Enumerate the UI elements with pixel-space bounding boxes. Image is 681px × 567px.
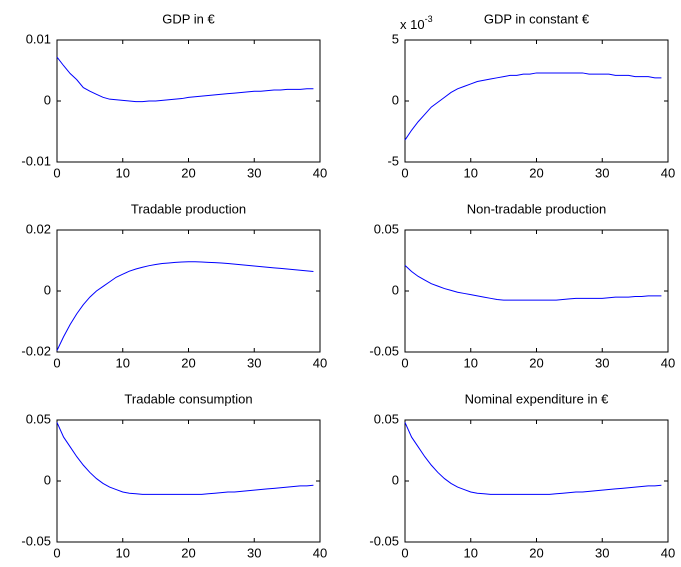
axis-multiplier: x 10-3 xyxy=(400,14,433,32)
chart-title: Tradable production xyxy=(131,201,246,216)
multiplier-base: x 10 xyxy=(400,17,425,32)
y-tick-label: -0.05 xyxy=(21,533,51,548)
y-tick-label: 0 xyxy=(392,282,399,297)
x-tick-label: 40 xyxy=(661,545,675,560)
x-tick-label: 10 xyxy=(464,165,478,180)
line-series xyxy=(404,265,662,301)
x-tick-label: 40 xyxy=(661,165,675,180)
x-tick-label: 0 xyxy=(401,165,408,180)
multiplier-exponent: -3 xyxy=(425,14,433,24)
x-tick-label: 10 xyxy=(464,355,478,370)
x-tick-label: 0 xyxy=(401,355,408,370)
y-tick-label: -0.05 xyxy=(369,343,399,358)
line-series xyxy=(404,422,662,495)
axes-box xyxy=(56,419,321,543)
x-tick-label: 10 xyxy=(464,545,478,560)
x-tick-label: 30 xyxy=(595,165,609,180)
x-tick-label: 40 xyxy=(313,165,327,180)
x-tick-label: 10 xyxy=(116,545,130,560)
x-tick-label: 20 xyxy=(529,165,543,180)
x-tick-label: 0 xyxy=(53,165,60,180)
y-tick-label: 5 xyxy=(392,31,399,46)
chart-title: Nominal expenditure in € xyxy=(465,391,610,406)
x-tick-label: 0 xyxy=(401,545,408,560)
y-tick-label: -0.01 xyxy=(21,153,51,168)
axes-box xyxy=(404,39,669,163)
axes-box xyxy=(56,39,321,163)
line-series xyxy=(56,56,314,103)
axes-box xyxy=(404,419,669,543)
x-tick-label: 20 xyxy=(529,545,543,560)
x-tick-label: 40 xyxy=(313,545,327,560)
x-tick-label: 30 xyxy=(595,355,609,370)
x-tick-label: 0 xyxy=(53,545,60,560)
axes-box xyxy=(404,229,669,353)
y-tick-label: 0 xyxy=(44,282,51,297)
x-tick-label: 20 xyxy=(181,165,195,180)
chart-title: Non-tradable production xyxy=(467,201,606,216)
y-tick-label: 0 xyxy=(44,472,51,487)
y-tick-label: -5 xyxy=(387,153,399,168)
x-tick-label: 20 xyxy=(181,355,195,370)
y-tick-label: 0 xyxy=(44,92,51,107)
x-tick-label: 30 xyxy=(247,545,261,560)
x-tick-label: 40 xyxy=(313,355,327,370)
chart-title: Tradable consumption xyxy=(124,391,252,406)
y-tick-label: 0 xyxy=(392,92,399,107)
line-series xyxy=(56,422,314,495)
y-tick-label: 0.02 xyxy=(26,221,51,236)
x-tick-label: 0 xyxy=(53,355,60,370)
x-tick-label: 10 xyxy=(116,355,130,370)
y-tick-label: 0.05 xyxy=(374,411,399,426)
y-tick-label: 0.01 xyxy=(26,31,51,46)
line-series xyxy=(404,72,662,141)
chart-title: GDP in constant € xyxy=(484,11,590,26)
chart-title: GDP in € xyxy=(162,11,215,26)
x-tick-label: 20 xyxy=(181,545,195,560)
line-series xyxy=(56,261,314,351)
x-tick-label: 40 xyxy=(661,355,675,370)
x-tick-label: 20 xyxy=(529,355,543,370)
x-tick-label: 30 xyxy=(247,355,261,370)
x-tick-label: 30 xyxy=(247,165,261,180)
x-tick-label: 10 xyxy=(116,165,130,180)
y-tick-label: -0.02 xyxy=(21,343,51,358)
y-tick-label: 0.05 xyxy=(374,221,399,236)
y-tick-label: 0 xyxy=(392,472,399,487)
y-tick-label: 0.05 xyxy=(26,411,51,426)
x-tick-label: 30 xyxy=(595,545,609,560)
y-tick-label: -0.05 xyxy=(369,533,399,548)
